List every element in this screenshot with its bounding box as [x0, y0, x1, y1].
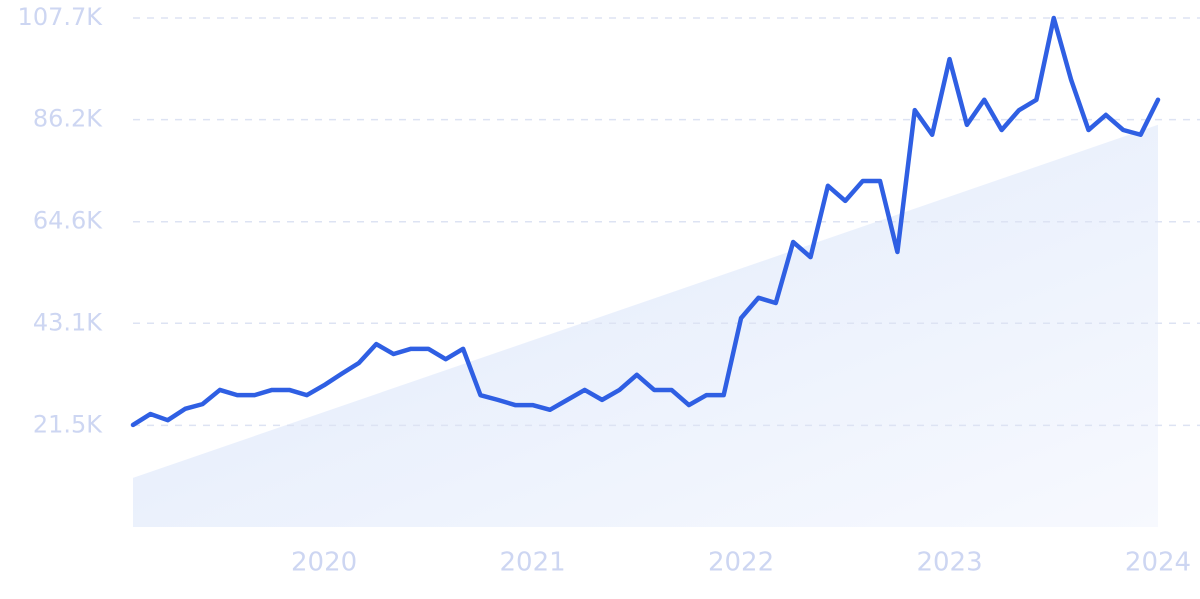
- y-tick-label: 86.2K: [33, 105, 103, 133]
- x-tick-label: 2021: [499, 548, 565, 578]
- x-tick-label: 2022: [708, 548, 774, 578]
- x-tick-label: 2020: [291, 548, 357, 578]
- x-tick-label: 2024: [1125, 548, 1191, 578]
- y-tick-label: 43.1K: [33, 308, 103, 336]
- trend-area: [133, 124, 1158, 527]
- data-line: [130, 15, 1161, 428]
- y-tick-label: 107.7K: [18, 3, 104, 31]
- y-tick-label: 21.5K: [33, 410, 103, 438]
- y-tick-label: 64.6K: [33, 207, 103, 235]
- x-tick-label: 2023: [916, 548, 982, 578]
